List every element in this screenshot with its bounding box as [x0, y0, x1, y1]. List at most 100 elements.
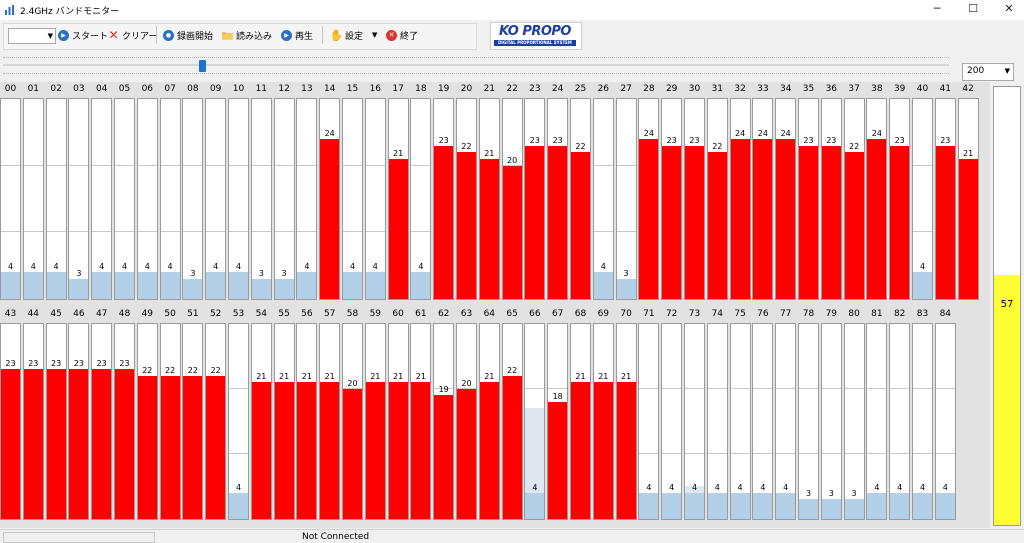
channel-value: 23 [666, 136, 677, 145]
gridline [1, 231, 20, 232]
gridline [183, 231, 203, 232]
channel-label: 68 [574, 309, 587, 319]
channel-level-bar [320, 382, 340, 519]
settings-button[interactable]: ✋ 設定 ▼ [330, 28, 378, 42]
channel-value: 22 [507, 366, 518, 375]
channel-bar-box: 3 [798, 323, 819, 520]
channel-label: 39 [893, 84, 906, 94]
gridline [593, 165, 613, 166]
gridline [343, 388, 362, 389]
gridline [251, 231, 271, 232]
channel-30: 30 23 [684, 82, 705, 300]
level-meter-value: 57 [1000, 299, 1014, 310]
channel-bar-box: 23 [547, 98, 569, 300]
channel-label: 43 [4, 309, 17, 319]
channel-39: 39 23 [889, 82, 911, 300]
channel-level-bar [92, 369, 112, 519]
time-slider[interactable] [3, 55, 949, 79]
gridline [229, 453, 248, 454]
channel-label: 71 [643, 309, 655, 319]
channel-value: 4 [235, 262, 242, 271]
channel-bar-box: 18 [547, 323, 569, 520]
channel-07: 07 4 [159, 82, 181, 300]
channel-44: 44 23 [22, 307, 44, 520]
channel-bar-box: 24 [729, 98, 751, 300]
channel-label: 57 [323, 309, 336, 319]
channel-label: 03 [73, 84, 85, 94]
channel-25: 25 22 [570, 82, 591, 300]
channel-level-bar [434, 395, 454, 519]
channel-bar-box: 23 [91, 323, 113, 520]
channel-level-bar [662, 493, 682, 519]
channel-label: 16 [369, 84, 382, 94]
channel-value: 4 [532, 483, 538, 492]
slider-thumb[interactable] [199, 60, 206, 72]
start-button[interactable]: ▶ スタート [58, 28, 108, 42]
channel-bar-box: 22 [706, 98, 728, 300]
channel-label: 24 [551, 84, 564, 94]
channel-peak-bar [525, 408, 545, 519]
record-button[interactable]: ● 録画開始 [163, 28, 213, 42]
channel-bar-box: 4 [592, 98, 614, 300]
channel-value: 24 [324, 129, 335, 138]
channel-label: 27 [620, 84, 632, 94]
channel-value: 4 [737, 483, 743, 492]
channel-value: 24 [780, 129, 791, 138]
channel-level-bar [639, 493, 659, 519]
channel-value: 4 [30, 262, 36, 271]
channel-value: 4 [121, 262, 128, 271]
channel-label: 42 [962, 84, 974, 94]
gridline [707, 453, 727, 454]
gridline [662, 453, 682, 454]
channel-label: 34 [779, 84, 792, 94]
channel-value: 19 [438, 385, 449, 394]
channel-bar-box: 21 [273, 323, 295, 520]
channel-15: 15 4 [342, 82, 363, 300]
channel-level-bar [183, 279, 203, 299]
channel-label: 30 [688, 84, 701, 94]
channel-06: 06 4 [136, 82, 158, 300]
channel-value: 4 [304, 262, 310, 271]
gridline [662, 388, 682, 389]
channel-value: 23 [438, 136, 449, 145]
exit-button[interactable]: ✕ 終了 [386, 28, 418, 42]
channel-bar-box: 23 [0, 323, 21, 520]
channel-label: 70 [620, 309, 632, 319]
channel-value: 24 [643, 129, 654, 138]
channel-27: 27 3 [615, 82, 637, 300]
device-combo[interactable]: ▼ [8, 28, 56, 44]
minimize-button[interactable]: ─ [933, 2, 941, 15]
close-button[interactable]: ✕ [1004, 2, 1014, 15]
channel-value: 22 [187, 366, 198, 375]
channel-level-bar [685, 493, 704, 519]
channel-49: 49 22 [136, 307, 158, 520]
channel-level-bar [251, 382, 271, 519]
range-select[interactable]: 200 ▼ [962, 63, 1014, 81]
settings-dropdown-icon[interactable]: ▼ [372, 31, 378, 39]
channel-bar-box: 22 [501, 323, 523, 520]
slider-track [3, 64, 949, 66]
channel-label: 58 [346, 309, 359, 319]
gridline [92, 165, 112, 166]
channel-value: 4 [7, 262, 14, 271]
channel-label: 63 [460, 309, 473, 319]
channel-bar-box: 4 [45, 98, 67, 300]
channel-bar-box: 4 [364, 98, 386, 300]
channel-66: 66 4 [524, 307, 546, 520]
maximize-button[interactable]: ☐ [968, 2, 978, 15]
channel-bar-box: 24 [319, 98, 341, 300]
channel-level-bar [297, 382, 317, 519]
channel-level-bar [867, 139, 887, 299]
channel-value: 3 [851, 489, 857, 498]
range-select-value: 200 [967, 66, 985, 76]
channel-level-bar [206, 376, 226, 519]
start-label: スタート [72, 31, 109, 42]
load-button[interactable]: 読み込み [222, 28, 272, 42]
gridline [343, 231, 362, 232]
play-button[interactable]: ▶ 再生 [281, 28, 313, 42]
channel-value: 23 [119, 359, 130, 368]
clear-button[interactable]: ✕ クリアー [108, 28, 157, 42]
gridline [365, 231, 385, 232]
channel-53: 53 4 [228, 307, 249, 520]
channel-value: 22 [849, 142, 860, 151]
